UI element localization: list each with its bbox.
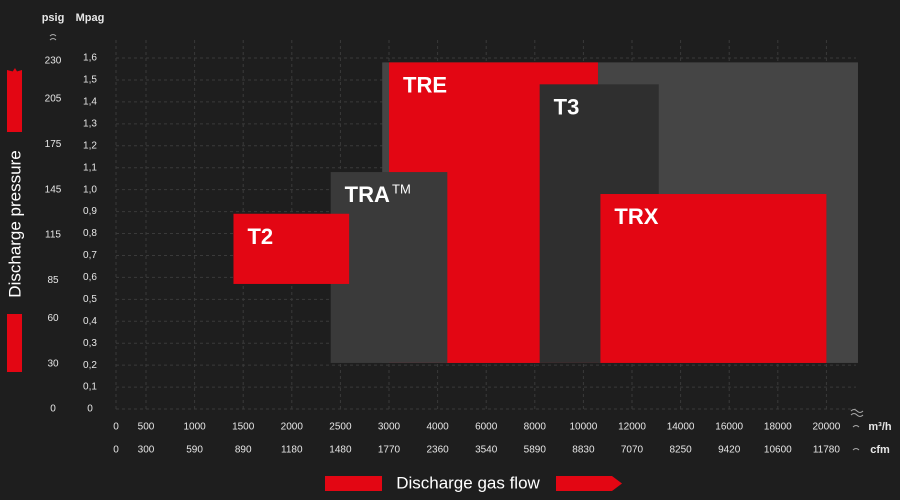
y2-tick-label: 205 — [45, 93, 62, 104]
x2-tick-label: 11780 — [813, 445, 841, 456]
arrow-bar — [7, 314, 22, 372]
x2-tick-label: 590 — [186, 445, 203, 456]
x-tick-label: 3000 — [378, 422, 401, 433]
x2-tick-label: 5890 — [524, 445, 547, 456]
y-title: Discharge pressure — [5, 150, 24, 297]
y2-unit: psig — [42, 12, 65, 24]
x-tick-label: 4000 — [426, 422, 449, 433]
y-tick-label: 0 — [87, 404, 93, 415]
x-tick-label: 14000 — [667, 422, 695, 433]
y2-tick-label: 60 — [47, 313, 59, 324]
y-tick-label: 0,9 — [83, 206, 97, 217]
x2-tick-label: 1480 — [329, 445, 352, 456]
y2-tick-label: 30 — [47, 358, 59, 369]
range-label: TRA — [345, 182, 390, 207]
x-tick-label: 18000 — [764, 422, 792, 433]
y-tick-label: 1,5 — [83, 75, 97, 86]
range-box — [600, 194, 827, 363]
x-tick-label: 16000 — [715, 422, 743, 433]
x-tick-label: 20000 — [812, 422, 840, 433]
x2-tick-label: 0 — [113, 445, 119, 456]
y2-tick-label: 230 — [45, 56, 62, 67]
x2-unit: cfm — [870, 444, 890, 456]
y-tick-label: 0,7 — [83, 250, 97, 261]
x2-tick-label: 890 — [235, 445, 252, 456]
x-tick-label: 500 — [138, 422, 155, 433]
ranges: fTRET3TRATMTRXT2 — [233, 62, 858, 363]
axis-break — [49, 34, 57, 41]
y-tick-label: 1,4 — [83, 97, 97, 108]
x2-tick-label: 8830 — [572, 445, 595, 456]
y-tick-label: 0,4 — [83, 316, 97, 327]
x-tick-label: 0 — [113, 422, 119, 433]
x2-tick-label: 8250 — [669, 445, 692, 456]
x-tick-label: 2500 — [329, 422, 352, 433]
range-label: TRE — [403, 72, 447, 97]
x2-tick-label: 3540 — [475, 445, 498, 456]
x2-tick-label: 1770 — [378, 445, 401, 456]
y2-tick-label: 115 — [45, 230, 61, 241]
axis-break — [852, 425, 860, 451]
x2-tick-label: 300 — [138, 445, 155, 456]
x-tick-label: 2000 — [281, 422, 304, 433]
y-tick-label: 0,5 — [83, 294, 97, 305]
range-box — [233, 213, 350, 284]
arrow-bar — [325, 476, 382, 491]
y2-tick-label: 85 — [47, 275, 59, 286]
x-tick-label: 10000 — [569, 422, 597, 433]
axis-break — [850, 409, 864, 417]
x-tick-label: 1000 — [183, 422, 206, 433]
y-tick-label: 1,0 — [83, 184, 97, 195]
y-tick-label: 1,2 — [83, 140, 97, 151]
range-label-suffix: TM — [392, 182, 411, 197]
x2-tick-label: 2360 — [426, 445, 449, 456]
y-unit: Mpag — [76, 12, 105, 24]
y-tick-label: 0,3 — [83, 338, 97, 349]
x2-tick-label: 9420 — [718, 445, 741, 456]
x-tick-label: 1500 — [232, 422, 255, 433]
y2-tick-label: 145 — [45, 184, 62, 195]
x2-tick-label: 1180 — [281, 445, 303, 456]
y2-tick-label: 175 — [45, 139, 62, 150]
x-unit: m³/h — [868, 421, 892, 433]
x-tick-label: 12000 — [618, 422, 646, 433]
x2-tick-label: 10600 — [764, 445, 792, 456]
x-title: Discharge gas flow — [396, 473, 540, 492]
arrow-bar — [7, 70, 22, 132]
y-tick-label: 0,2 — [83, 360, 97, 371]
x-tick-label: 6000 — [475, 422, 498, 433]
x-tick-label: 8000 — [524, 422, 547, 433]
range-label: T3 — [554, 94, 580, 119]
y-tick-label: 0,8 — [83, 228, 97, 239]
x2-tick-label: 7070 — [621, 445, 644, 456]
y-tick-label: 1,6 — [83, 53, 97, 64]
arrow-bar — [556, 476, 622, 491]
y-tick-label: 1,3 — [83, 118, 97, 129]
range-box — [330, 172, 448, 363]
range-label: TRX — [614, 204, 658, 229]
y-tick-label: 0,6 — [83, 272, 97, 283]
y2-tick-label: 0 — [50, 404, 56, 415]
range-label: T2 — [247, 224, 273, 249]
y-tick-label: 0,1 — [83, 382, 97, 393]
arrow-head — [7, 68, 22, 80]
y-tick-label: 1,1 — [83, 162, 97, 173]
